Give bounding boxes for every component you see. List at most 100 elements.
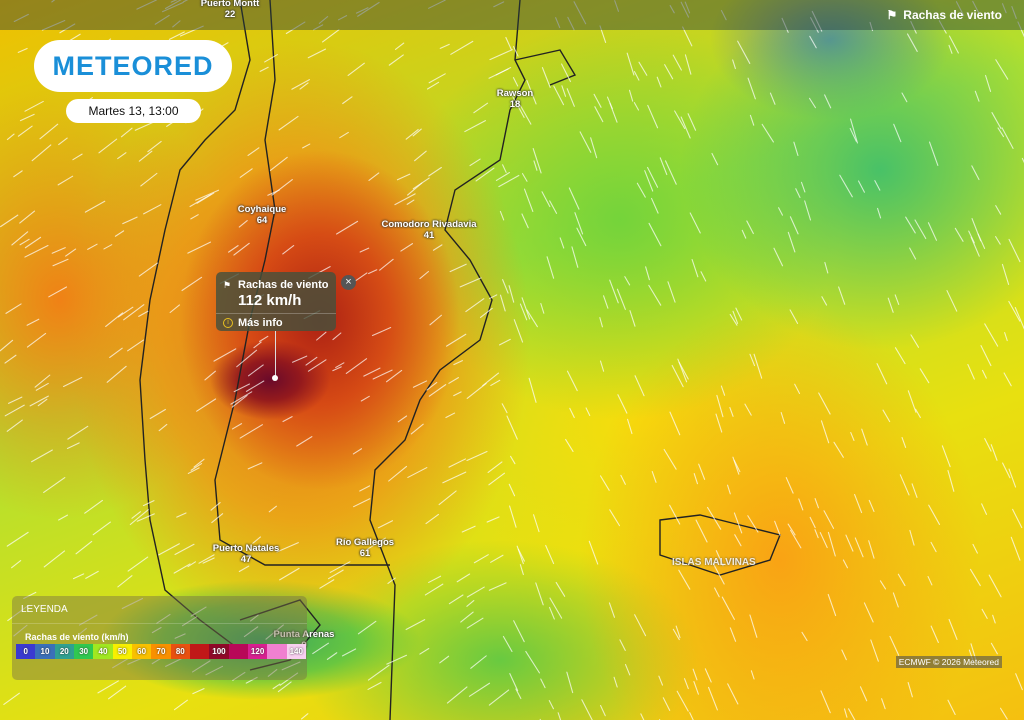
wind-streak xyxy=(938,20,947,34)
wind-streak xyxy=(747,77,756,100)
wind-streak xyxy=(29,395,49,407)
wind-streak xyxy=(6,133,15,141)
wind-streak xyxy=(823,510,835,529)
wind-streak xyxy=(131,511,142,519)
wind-streak xyxy=(239,168,253,178)
wind-streak xyxy=(915,408,921,419)
wind-streak xyxy=(533,514,540,533)
wind-streak xyxy=(687,113,697,131)
wind-streak xyxy=(318,16,329,24)
wind-streak xyxy=(1008,238,1021,263)
wind-streak xyxy=(493,1,505,8)
wind-streak xyxy=(158,543,180,556)
wind-streak xyxy=(509,673,519,692)
close-tooltip-button[interactable]: × xyxy=(341,275,356,290)
legend-stop: 70 xyxy=(151,644,171,659)
wind-streak xyxy=(559,237,565,249)
wind-streak xyxy=(43,476,66,494)
wind-streak xyxy=(488,689,510,706)
wind-streak xyxy=(684,1,691,14)
wind-streak xyxy=(35,382,49,391)
wind-streak xyxy=(546,256,555,279)
wind-streak xyxy=(676,690,689,712)
wind-streak xyxy=(955,1,965,17)
location-marker[interactable] xyxy=(272,375,278,381)
wind-streak xyxy=(233,383,251,393)
wind-streak xyxy=(448,458,467,468)
wind-streak xyxy=(794,383,801,395)
wind-streak xyxy=(590,137,598,159)
wind-streak xyxy=(948,35,959,54)
wind-streak xyxy=(532,147,542,174)
wind-streak xyxy=(744,403,752,416)
wind-streak xyxy=(272,683,281,690)
wind-streak xyxy=(645,266,650,281)
wind-streak xyxy=(342,96,353,105)
wind-streak xyxy=(849,127,857,142)
wind-streak xyxy=(105,312,124,328)
color-scale: 0 10 20 30 40 50 60 70 80 100 120 140 xyxy=(16,644,306,659)
wind-streak xyxy=(969,568,981,587)
wind-streak xyxy=(72,573,85,580)
wind-streak xyxy=(906,33,918,52)
wind-streak xyxy=(868,499,875,512)
wind-streak xyxy=(428,575,442,583)
wind-streak xyxy=(48,286,68,298)
wind-streak xyxy=(749,114,755,126)
legend-panel[interactable]: LEYENDA Rachas de viento (km/h) 0 10 20 30 4… xyxy=(12,596,307,680)
wind-streak xyxy=(459,277,482,288)
layer-selector[interactable]: ⚑ Rachas de viento xyxy=(887,8,1002,22)
wind-streak xyxy=(901,436,907,448)
wind-streak xyxy=(809,516,816,529)
wind-streak xyxy=(279,672,299,686)
wind-streak xyxy=(59,23,76,34)
wind-streak xyxy=(339,131,349,139)
wind-streak xyxy=(490,379,501,386)
wind-streak xyxy=(397,415,408,423)
wind-streak xyxy=(801,631,808,642)
wind-streak xyxy=(302,143,311,149)
wind-streak xyxy=(359,247,370,253)
date-time-label[interactable]: Martes 13, 13:00 xyxy=(66,99,201,123)
wind-streak xyxy=(117,152,127,160)
wind-streak xyxy=(75,540,93,555)
wind-streak xyxy=(488,294,498,300)
wind-streak xyxy=(599,317,603,328)
wind-streak xyxy=(1021,157,1024,164)
wind-streak xyxy=(67,425,89,440)
wind-streak xyxy=(711,152,719,166)
wind-streak xyxy=(747,515,759,533)
wind-streak xyxy=(513,319,524,343)
wind-streak xyxy=(52,258,69,267)
wind-streak xyxy=(332,332,342,341)
wind-streak xyxy=(156,613,171,624)
legend-stop: 60 xyxy=(131,644,152,659)
meteored-logo[interactable]: METEORED xyxy=(34,40,232,92)
wind-streak xyxy=(732,310,739,324)
wind-streak xyxy=(841,649,847,661)
wind-streak xyxy=(352,448,363,455)
wind-streak xyxy=(737,40,751,64)
wind-streak xyxy=(5,303,22,314)
wind-streak xyxy=(927,575,933,586)
wind-streak xyxy=(905,216,916,234)
wind-streak xyxy=(488,582,507,591)
wind-streak xyxy=(412,177,430,190)
wind-streak xyxy=(19,113,35,122)
wind-streak xyxy=(479,307,493,318)
wind-streak xyxy=(281,661,301,671)
wind-streak xyxy=(460,611,474,623)
legend-stop: 140 xyxy=(286,644,306,659)
wind-streak xyxy=(669,411,681,436)
wind-streak xyxy=(387,577,396,584)
wind-streak xyxy=(232,671,246,681)
wind-streak xyxy=(839,174,853,198)
wind-streak xyxy=(103,244,113,250)
wind-streak xyxy=(230,391,253,405)
wind-streak xyxy=(129,509,149,526)
wind-streak xyxy=(669,504,681,525)
more-info-link[interactable]: Más info xyxy=(238,317,283,329)
wind-streak xyxy=(672,628,680,641)
wind-streak xyxy=(239,424,263,439)
